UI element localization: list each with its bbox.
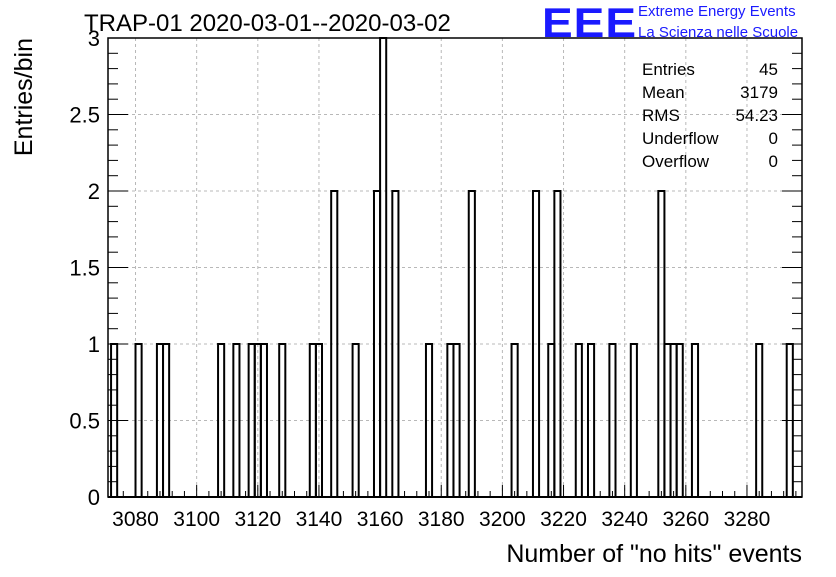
histogram-bin — [586, 343, 596, 497]
histogram-bin — [574, 343, 583, 497]
stat-rms-value: 54.23 — [735, 106, 778, 125]
histogram-bin — [391, 190, 400, 497]
histogram-bin — [162, 343, 171, 497]
x-tick-label: 3260 — [662, 508, 709, 531]
histogram-bin — [232, 343, 241, 497]
histogram-bin — [675, 343, 684, 497]
histogram-bin — [452, 343, 461, 497]
histogram-bin — [217, 343, 226, 497]
histogram-bin — [424, 343, 434, 497]
histogram-series — [108, 37, 802, 498]
histogram-bin — [690, 343, 700, 497]
stat-mean-value: 3179 — [740, 83, 778, 102]
stat-mean-label: Mean — [642, 83, 685, 102]
stat-entries-label: Entries — [642, 60, 695, 79]
histogram-bin — [467, 190, 476, 497]
y-tick-label: 0.5 — [69, 409, 100, 434]
y-tick-label: 2 — [88, 179, 100, 204]
histogram-bin — [259, 343, 268, 497]
x-tick-label: 3200 — [479, 508, 526, 531]
x-tick-label: 3220 — [540, 508, 587, 531]
stat-underflow-label: Underflow — [642, 129, 719, 148]
histogram-bin — [629, 343, 638, 497]
x-tick-label: 3240 — [601, 508, 648, 531]
x-tick-label: 3120 — [234, 508, 281, 531]
axes — [107, 37, 803, 498]
x-tick-label: 3160 — [357, 508, 404, 531]
histogram-bin — [314, 343, 324, 497]
histogram-bin — [134, 343, 143, 497]
eee-logo: EEE — [542, 0, 638, 47]
y-tick-label: 1.5 — [69, 256, 100, 281]
x-axis-label: Number of "no hits" events — [506, 540, 802, 568]
histogram-bin — [278, 343, 287, 497]
axis-labels: 3080 3100 3120 3140 3160 3180 3200 3220 3240 3260… — [10, 26, 802, 568]
x-tick-label: 3280 — [724, 508, 771, 531]
histogram-bin — [553, 190, 562, 497]
histogram-bin — [755, 343, 764, 497]
y-tick-label: 3 — [88, 26, 100, 51]
histogram-bin — [510, 343, 519, 497]
x-tick-label: 3080 — [112, 508, 159, 531]
y-axis-label: Entries/bin — [10, 38, 38, 156]
stat-underflow-value: 0 — [768, 129, 778, 148]
histogram-bin — [608, 343, 617, 497]
histogram-bin — [351, 343, 360, 497]
x-tick-label: 3100 — [173, 508, 220, 531]
logo-subtitle-1: Extreme Energy Events — [638, 3, 796, 20]
x-tick-label: 3180 — [418, 508, 465, 531]
stat-overflow-label: Overflow — [642, 152, 710, 171]
stat-rms-label: RMS — [642, 106, 680, 125]
logo-subtitle-2: La Scienza nelle Scuole — [638, 24, 799, 41]
histogram-bin — [531, 190, 541, 497]
histogram-bin — [379, 37, 388, 497]
stat-overflow-value: 0 — [768, 152, 778, 171]
y-tick-label: 0 — [88, 485, 100, 510]
y-tick-label: 1 — [88, 332, 100, 357]
chart-title: TRAP-01 2020-03-01--2020-03-02 — [84, 10, 451, 37]
y-tick-label: 2.5 — [69, 103, 100, 128]
histogram-bin — [330, 190, 339, 497]
x-tick-label: 3140 — [296, 508, 343, 531]
stat-entries-value: 45 — [759, 60, 778, 79]
